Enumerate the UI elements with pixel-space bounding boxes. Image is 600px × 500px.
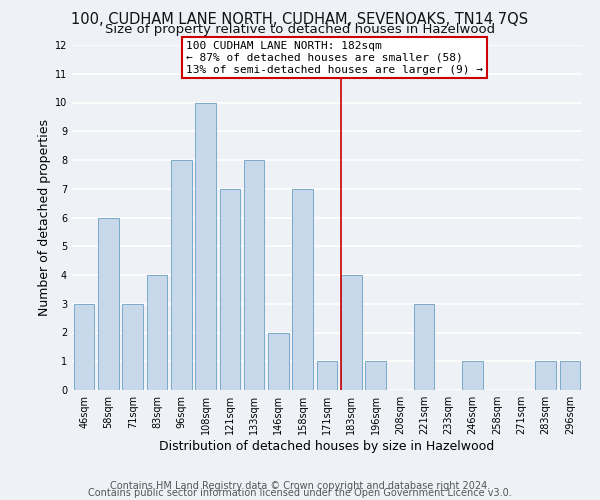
Text: Contains public sector information licensed under the Open Government Licence v3: Contains public sector information licen… [88, 488, 512, 498]
Text: 100 CUDHAM LANE NORTH: 182sqm
← 87% of detached houses are smaller (58)
13% of s: 100 CUDHAM LANE NORTH: 182sqm ← 87% of d… [186, 42, 483, 74]
Text: Contains HM Land Registry data © Crown copyright and database right 2024.: Contains HM Land Registry data © Crown c… [110, 481, 490, 491]
Bar [74, 304, 94, 390]
Bar [292, 188, 313, 390]
Bar [268, 332, 289, 390]
Bar [560, 361, 580, 390]
Bar [98, 218, 119, 390]
Bar [365, 361, 386, 390]
Bar [341, 275, 362, 390]
Bar [244, 160, 265, 390]
Bar [317, 361, 337, 390]
Bar [122, 304, 143, 390]
Y-axis label: Number of detached properties: Number of detached properties [38, 119, 50, 316]
Bar [414, 304, 434, 390]
Bar [195, 102, 216, 390]
Bar [146, 275, 167, 390]
Text: 100, CUDHAM LANE NORTH, CUDHAM, SEVENOAKS, TN14 7QS: 100, CUDHAM LANE NORTH, CUDHAM, SEVENOAK… [71, 12, 529, 28]
X-axis label: Distribution of detached houses by size in Hazelwood: Distribution of detached houses by size … [160, 440, 494, 453]
Text: Size of property relative to detached houses in Hazelwood: Size of property relative to detached ho… [105, 22, 495, 36]
Bar [220, 188, 240, 390]
Bar [171, 160, 191, 390]
Bar [463, 361, 483, 390]
Bar [535, 361, 556, 390]
